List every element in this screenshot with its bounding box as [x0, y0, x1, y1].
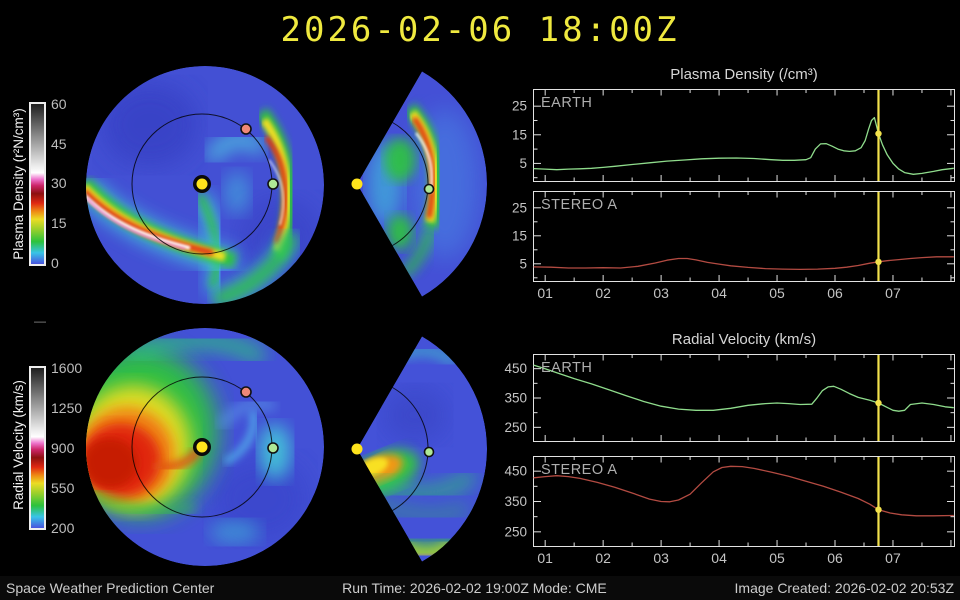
colorbar-tick: 1600 — [51, 360, 83, 376]
chart-frame — [533, 89, 955, 182]
svg-text:350: 350 — [504, 391, 527, 406]
velocity-colorbar-label: Radial Velocity (km/s) — [11, 380, 26, 510]
chart-frame — [533, 354, 955, 442]
y-tick-labels: 250 350 450 — [504, 361, 527, 435]
svg-text:07: 07 — [885, 550, 901, 566]
earth-marker — [423, 446, 435, 458]
svg-text:02: 02 — [595, 285, 611, 301]
chart-series-label: EARTH — [541, 95, 592, 111]
svg-text:25: 25 — [512, 200, 527, 215]
svg-text:05: 05 — [769, 285, 785, 301]
earth-marker — [267, 178, 279, 190]
svg-text:02: 02 — [595, 550, 611, 566]
svg-text:06: 06 — [827, 285, 843, 301]
footer-right: Image Created: 2026-02-02 20:53Z — [734, 580, 954, 596]
svg-text:15: 15 — [512, 127, 527, 142]
axis-ticks — [534, 355, 954, 441]
axis-ticks — [534, 90, 954, 181]
sun-marker — [196, 441, 208, 453]
density-stereo-a-chart: 5 15 25 01 02 03 04 05 06 07 STEREO A — [512, 191, 955, 301]
earth-marker — [267, 442, 279, 454]
series-line — [533, 116, 954, 175]
density-polar-map — [86, 66, 324, 304]
colorbar-tick: 550 — [51, 480, 75, 496]
colorbar-tick: 15 — [51, 215, 67, 231]
density-colorbar-label: Plasma Density (r²N/cm³) — [11, 108, 26, 260]
velocity-panel-title: Radial Velocity (km/s) — [671, 331, 817, 348]
series-line — [533, 364, 954, 412]
velocity-meridional-map — [351, 336, 487, 562]
current-value-dot — [875, 506, 882, 513]
footer-left: Space Weather Prediction Center — [6, 580, 215, 596]
colorbar-tick: 30 — [51, 175, 67, 191]
series-line — [533, 256, 954, 271]
y-tick-labels: 5 15 25 — [512, 200, 527, 271]
chart-series-label: STEREO A — [541, 197, 618, 213]
stray-dash: — — [34, 314, 46, 328]
y-tick-labels: 250 350 450 — [504, 464, 527, 540]
svg-text:450: 450 — [504, 464, 527, 479]
footer-center: Run Time: 2026-02-02 19:00Z Mode: CME — [342, 580, 607, 596]
colorbar-tick: 45 — [51, 136, 67, 152]
current-value-dot — [875, 399, 882, 407]
svg-text:15: 15 — [512, 228, 527, 243]
stereo-a-marker — [240, 123, 252, 135]
svg-text:250: 250 — [504, 524, 527, 539]
sun-marker — [196, 178, 208, 190]
axis-ticks — [534, 192, 954, 281]
colorbar-tick: 200 — [51, 520, 75, 536]
sun-marker — [351, 443, 363, 455]
chart-frame — [533, 191, 955, 282]
velocity-stereo-a-chart: 250 350 450 01 02 03 04 05 06 07 STEREO A — [504, 456, 955, 566]
svg-text:5: 5 — [519, 156, 527, 171]
density-earth-chart: 5 15 25 EARTH — [512, 89, 955, 182]
density-panel-title: Plasma Density (/cm³) — [670, 66, 818, 83]
svg-text:04: 04 — [711, 550, 727, 566]
svg-text:03: 03 — [653, 285, 669, 301]
y-tick-labels: 5 15 25 — [512, 99, 527, 171]
velocity-earth-chart: 250 350 450 EARTH — [504, 354, 955, 442]
x-tick-labels: 01 02 03 04 05 06 07 — [537, 285, 901, 301]
page-title: 2026-02-06 18:00Z — [280, 10, 680, 50]
chart-frame — [533, 456, 955, 547]
density-colorbar — [29, 102, 46, 266]
density-meridional-art — [357, 71, 487, 297]
svg-text:05: 05 — [769, 550, 785, 566]
svg-text:5: 5 — [519, 256, 527, 271]
velocity-meridional-art — [357, 336, 487, 562]
stereo-a-marker — [240, 386, 252, 398]
svg-text:03: 03 — [653, 550, 669, 566]
colorbar-tick: 0 — [51, 255, 59, 271]
svg-text:01: 01 — [537, 285, 553, 301]
axis-ticks — [534, 457, 954, 546]
svg-text:01: 01 — [537, 550, 553, 566]
svg-text:07: 07 — [885, 285, 901, 301]
sun-marker — [351, 178, 363, 190]
chart-series-label: EARTH — [541, 360, 592, 376]
colorbar-tick: 900 — [51, 440, 75, 456]
chart-series-label: STEREO A — [541, 462, 618, 478]
colorbar-tick: 1250 — [51, 400, 83, 416]
svg-text:04: 04 — [711, 285, 727, 301]
velocity-colorbar — [29, 366, 46, 530]
svg-text:250: 250 — [504, 420, 527, 435]
svg-text:25: 25 — [512, 99, 527, 114]
earth-marker — [423, 183, 435, 195]
current-value-dot — [875, 130, 882, 137]
density-meridional-map — [351, 71, 487, 297]
velocity-polar-map — [86, 328, 324, 566]
svg-text:06: 06 — [827, 550, 843, 566]
svg-text:450: 450 — [504, 361, 527, 376]
status-bar: Space Weather Prediction Center Run Time… — [0, 576, 960, 600]
colorbar-tick: 60 — [51, 96, 67, 112]
svg-text:350: 350 — [504, 494, 527, 509]
x-tick-labels: 01 02 03 04 05 06 07 — [537, 550, 901, 566]
current-value-dot — [875, 258, 882, 266]
